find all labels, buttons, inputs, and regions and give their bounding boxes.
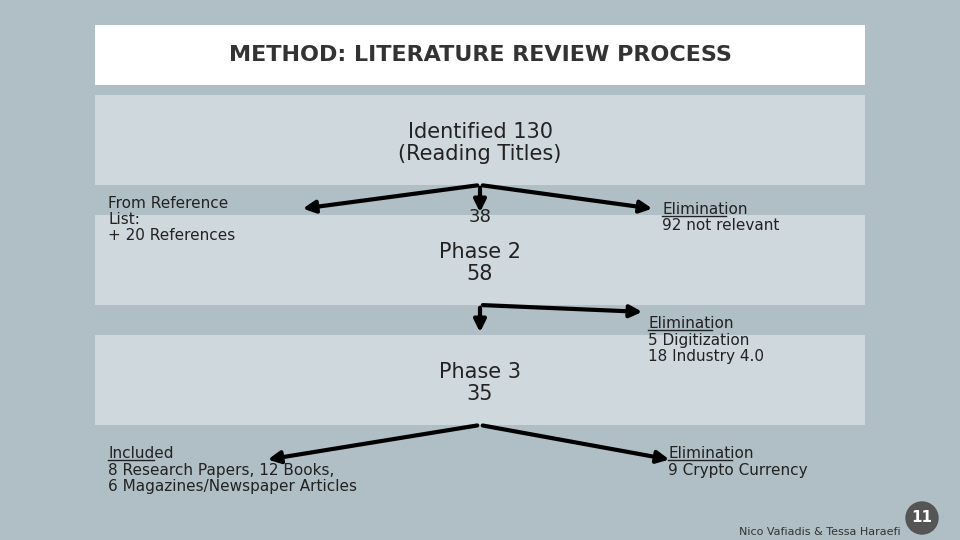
Text: (Reading Titles): (Reading Titles) xyxy=(398,144,562,164)
Text: Phase 3: Phase 3 xyxy=(439,362,521,382)
Text: 11: 11 xyxy=(911,510,932,525)
Text: Nico Vafiadis & Tessa Haraefi: Nico Vafiadis & Tessa Haraefi xyxy=(739,527,900,537)
Text: 35: 35 xyxy=(467,384,493,404)
Text: 38: 38 xyxy=(468,208,492,226)
Text: 8 Research Papers, 12 Books,: 8 Research Papers, 12 Books, xyxy=(108,462,334,477)
Text: 58: 58 xyxy=(467,264,493,284)
Text: METHOD: LITERATURE REVIEW PROCESS: METHOD: LITERATURE REVIEW PROCESS xyxy=(228,45,732,65)
Text: From Reference: From Reference xyxy=(108,197,228,212)
Text: 5 Digitization: 5 Digitization xyxy=(648,333,750,348)
Text: 9 Crypto Currency: 9 Crypto Currency xyxy=(668,462,807,477)
Text: + 20 References: + 20 References xyxy=(108,228,235,244)
Text: 92 not relevant: 92 not relevant xyxy=(662,219,780,233)
Text: Elimination: Elimination xyxy=(648,316,733,332)
Text: Included: Included xyxy=(108,447,174,462)
Text: 18 Industry 4.0: 18 Industry 4.0 xyxy=(648,348,764,363)
Circle shape xyxy=(906,502,938,534)
Text: Elimination: Elimination xyxy=(662,202,748,218)
Text: Phase 2: Phase 2 xyxy=(439,242,521,262)
Text: 6 Magazines/Newspaper Articles: 6 Magazines/Newspaper Articles xyxy=(108,478,357,494)
Text: Elimination: Elimination xyxy=(668,447,754,462)
FancyBboxPatch shape xyxy=(95,335,865,425)
Text: List:: List: xyxy=(108,213,140,227)
FancyBboxPatch shape xyxy=(95,25,865,85)
Text: Identified 130: Identified 130 xyxy=(407,122,553,142)
FancyBboxPatch shape xyxy=(95,95,865,185)
FancyBboxPatch shape xyxy=(95,215,865,305)
